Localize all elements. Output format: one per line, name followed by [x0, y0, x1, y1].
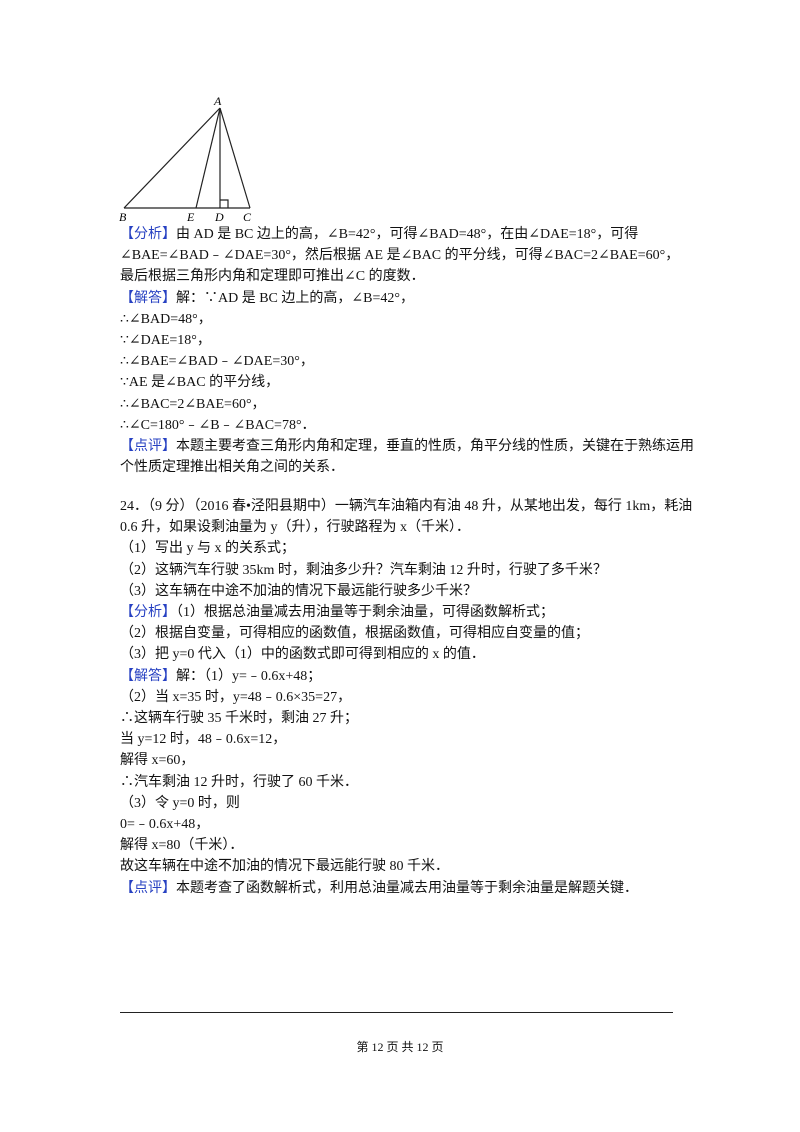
line-text: 0=﹣0.6x+48，	[120, 817, 210, 832]
text-line: （2）这辆汽车行驶 35km 时，剩油多少升？汽车剩油 12 升时，行驶了多千米…	[120, 561, 607, 581]
line-text: ∴这辆车行驶 35 千米时，剩油 27 升；	[120, 711, 358, 726]
segment-ac	[219, 107, 251, 209]
text-line: 解得 x=80（千米）．	[120, 836, 243, 856]
label-a: A	[213, 94, 222, 108]
line-text: 当 y=12 时，48﹣0.6x=12，	[120, 732, 287, 748]
text-line: 0.6 升，如果设剩油量为 y（升），行驶路程为 x（千米）．	[120, 518, 470, 538]
text-line: 【分析】由 AD 是 BC 边上的高，∠B=42°，可得∠BAD=48°，在由∠…	[120, 225, 638, 245]
text-line: 最后根据三角形内角和定理即可推出∠C 的度数．	[120, 267, 425, 287]
text-line: 0=﹣0.6x+48，	[120, 815, 209, 835]
line-text: （2）当 x=35 时，y=48﹣0.6×35=27，	[120, 689, 352, 705]
line-text: ∴∠BAD=48°，	[120, 311, 212, 327]
line-text: 由 AD 是 BC 边上的高，∠B=42°，可得∠BAD=48°，在由∠DAE=…	[176, 227, 639, 242]
label-d: D	[214, 210, 224, 224]
text-line: ∴∠BAC=2∠BAE=60°，	[120, 395, 266, 415]
section-tag: 【分析】	[120, 605, 176, 620]
label-e: E	[186, 210, 195, 224]
text-line: （2）当 x=35 时，y=48﹣0.6×35=27，	[120, 688, 351, 708]
text-line: （3）令 y=0 时，则	[120, 794, 240, 814]
line-text: 故这车辆在中途不加油的情况下最远能行驶 80 千米．	[120, 859, 449, 875]
line-text: 最后根据三角形内角和定理即可推出∠C 的度数．	[120, 269, 425, 285]
text-line: 【解答】解：∵AD 是 BC 边上的高，∠B=42°，	[120, 289, 414, 309]
line-text: 本题考查了函数解析式，利用总油量减去用油量等于剩余油量是解题关键．	[176, 880, 638, 896]
line-text: 解得 x=80（千米）．	[120, 838, 244, 854]
line-text: （2）根据自变量，可得相应的函数值，根据函数值，可得相应自变量的值；	[120, 626, 589, 642]
line-text: 解：∵AD 是 BC 边上的高，∠B=42°，	[176, 290, 414, 306]
line-text: 本题主要考查三角形内角和定理，垂直的性质，角平分线的性质，关键在于熟练运用	[176, 439, 694, 454]
segment-ae	[195, 107, 221, 209]
line-text: ∵AE 是∠BAC 的平分线，	[120, 375, 280, 391]
line-text: ∴∠BAE=∠BAD﹣∠DAE=30°，	[120, 354, 314, 370]
line-text: （3）把 y=0 代入（1）中的函数式即可得到相应的 x 的值．	[120, 647, 485, 663]
line-text: （1）写出 y 与 x 的关系式；	[120, 541, 295, 557]
text-line: ∵∠DAE=18°，	[120, 331, 211, 351]
text-line: 24．（9 分）（2016 春•泾阳县期中）一辆汽车油箱内有油 48 升，从某地…	[120, 497, 692, 517]
section-tag: 【解答】	[120, 668, 176, 684]
segment-ab	[123, 107, 221, 209]
line-text: （3）令 y=0 时，则	[120, 795, 240, 811]
text-line: 个性质定理推出相关角之间的关系．	[120, 458, 344, 478]
text-line: ∴∠BAE=∠BAD﹣∠DAE=30°，	[120, 352, 314, 372]
right-angle-mark	[220, 199, 229, 208]
line-text: 24．（9 分）（2016 春•泾阳县期中）一辆汽车油箱内有油 48 升，从某地…	[120, 499, 693, 514]
line-text: （1）根据总油量减去用油量等于剩余油量，可得函数解析式；	[176, 605, 554, 620]
text-line: ∴∠C=180°﹣∠B﹣∠BAC=78°．	[120, 416, 316, 436]
text-line: （3）这车辆在中途不加油的情况下最远能行驶多少千米？	[120, 582, 477, 602]
line-text: 个性质定理推出相关角之间的关系．	[120, 460, 344, 476]
triangle-figure: A B E D C	[119, 94, 252, 224]
line-text: ∴汽车剩油 12 升时，行驶了 60 千米．	[120, 774, 358, 790]
line-text: 0.6 升，如果设剩油量为 y（升），行驶路程为 x（千米）．	[120, 520, 470, 536]
section-tag: 【分析】	[120, 227, 176, 242]
text-line: 当 y=12 时，48﹣0.6x=12，	[120, 730, 286, 750]
text-line: 【解答】解：（1）y=﹣0.6x+48；	[120, 667, 321, 687]
page-footer: 第 12 页 共 12 页	[356, 1040, 444, 1054]
text-line: （1）写出 y 与 x 的关系式；	[120, 539, 295, 559]
text-line: 【分析】（1）根据总油量减去用油量等于剩余油量，可得函数解析式；	[120, 603, 554, 623]
line-text: （3）这车辆在中途不加油的情况下最远能行驶多少千米？	[120, 583, 477, 599]
line-text: 解得 x=60，	[120, 753, 195, 769]
text-line: 【点评】本题考查了函数解析式，利用总油量减去用油量等于剩余油量是解题关键．	[120, 879, 638, 899]
text-line: 故这车辆在中途不加油的情况下最远能行驶 80 千米．	[120, 857, 449, 877]
text-line: 解得 x=60，	[120, 751, 194, 771]
line-text: ∴∠C=180°﹣∠B﹣∠BAC=78°．	[120, 417, 316, 433]
text-line: （3）把 y=0 代入（1）中的函数式即可得到相应的 x 的值．	[120, 645, 485, 665]
section-tag: 【解答】	[120, 290, 176, 306]
text-line: 【点评】本题主要考查三角形内角和定理，垂直的性质，角平分线的性质，关键在于熟练运…	[120, 437, 694, 457]
text-line: ∴∠BAD=48°，	[120, 310, 212, 330]
line-text: ∴∠BAC=2∠BAE=60°，	[120, 396, 266, 412]
text-line: ∵AE 是∠BAC 的平分线，	[120, 373, 279, 393]
line-text: ∵∠DAE=18°，	[120, 333, 211, 348]
footer-rule	[120, 1012, 673, 1013]
text-line: （2）根据自变量，可得相应的函数值，根据函数值，可得相应自变量的值；	[120, 624, 589, 644]
section-tag: 【点评】	[120, 439, 176, 454]
label-b: B	[119, 210, 127, 224]
text-line: ∴这辆车行驶 35 千米时，剩油 27 升；	[120, 709, 358, 729]
line-text: （2）这辆汽车行驶 35km 时，剩油多少升？汽车剩油 12 升时，行驶了多千米…	[120, 562, 607, 578]
line-text: ∠BAE=∠BAD﹣∠DAE=30°，然后根据 AE 是∠BAC 的平分线，可得…	[120, 248, 680, 264]
text-line: ∠BAE=∠BAD﹣∠DAE=30°，然后根据 AE 是∠BAC 的平分线，可得…	[120, 246, 679, 266]
text-line: ∴汽车剩油 12 升时，行驶了 60 千米．	[120, 773, 358, 793]
section-tag: 【点评】	[120, 880, 176, 896]
line-text: 解：（1）y=﹣0.6x+48；	[176, 668, 322, 684]
label-c: C	[243, 210, 252, 224]
